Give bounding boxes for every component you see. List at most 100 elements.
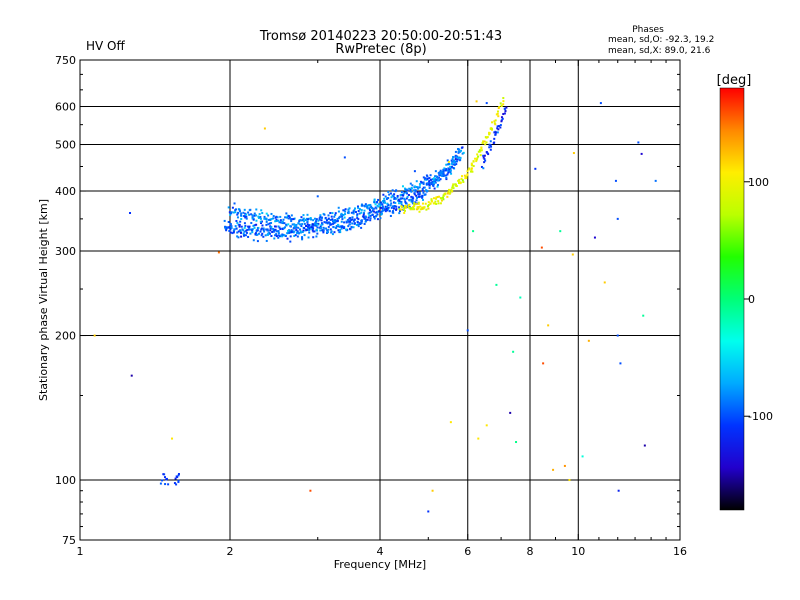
data-point — [484, 159, 487, 162]
data-point — [377, 198, 380, 201]
data-point — [336, 223, 339, 226]
data-point — [338, 231, 341, 234]
data-point — [171, 437, 174, 440]
data-point — [383, 207, 386, 210]
data-point — [496, 131, 499, 134]
data-point — [299, 231, 302, 234]
data-point — [452, 183, 455, 186]
data-point — [386, 208, 389, 211]
data-point — [483, 140, 486, 143]
y-axis-label: Stationary phase Virtual Height [km] — [37, 199, 50, 401]
data-point — [407, 205, 410, 208]
data-point — [446, 173, 449, 176]
data-point — [394, 197, 397, 200]
data-point — [244, 224, 247, 227]
data-point — [329, 212, 332, 215]
data-point — [458, 148, 461, 151]
data-point — [177, 474, 180, 477]
data-point — [306, 218, 309, 221]
data-point — [257, 216, 260, 219]
data-point — [410, 198, 413, 201]
data-point — [278, 221, 281, 224]
data-point — [410, 187, 413, 190]
data-point — [534, 167, 537, 170]
data-point — [426, 175, 429, 178]
data-point — [268, 222, 271, 225]
data-point — [480, 165, 483, 168]
data-point — [480, 147, 483, 150]
y-tick-label: 600 — [55, 101, 76, 114]
data-point — [263, 230, 266, 233]
data-point — [450, 189, 453, 192]
data-point — [177, 472, 180, 475]
data-point — [287, 217, 290, 220]
data-point — [434, 179, 437, 182]
data-point — [270, 212, 273, 215]
data-point — [603, 281, 606, 284]
data-point — [568, 479, 571, 482]
data-point — [93, 334, 96, 337]
data-point — [406, 206, 409, 209]
data-point — [466, 329, 469, 332]
data-point — [376, 218, 379, 221]
data-point — [380, 213, 383, 216]
data-point — [371, 213, 374, 216]
data-point — [488, 133, 491, 136]
data-point — [486, 136, 489, 139]
data-point — [446, 169, 449, 172]
y-tick-label: 500 — [55, 139, 76, 152]
data-point — [426, 177, 429, 180]
data-point — [411, 196, 414, 199]
data-point — [277, 234, 280, 237]
data-point — [429, 178, 432, 181]
data-point — [450, 165, 453, 168]
data-point — [358, 208, 361, 211]
data-point — [439, 169, 442, 172]
data-point — [499, 102, 502, 105]
data-point — [419, 180, 422, 183]
data-point — [417, 203, 420, 206]
data-point — [261, 212, 264, 215]
data-point — [509, 411, 512, 414]
data-point — [374, 215, 377, 218]
data-point — [229, 228, 232, 231]
data-point — [243, 208, 246, 211]
data-point — [452, 160, 455, 163]
data-point — [308, 227, 311, 230]
data-point — [485, 102, 488, 105]
data-point — [434, 200, 437, 203]
data-point — [343, 226, 346, 229]
data-point — [445, 176, 448, 179]
data-point — [342, 214, 345, 217]
data-point — [306, 225, 309, 228]
data-point — [384, 210, 387, 213]
data-point — [373, 215, 376, 218]
data-point — [448, 170, 451, 173]
data-point — [472, 230, 475, 233]
data-point — [231, 206, 234, 209]
data-point — [267, 223, 270, 226]
data-point — [372, 210, 375, 213]
data-point — [400, 201, 403, 204]
data-point — [493, 141, 496, 144]
data-point — [374, 211, 377, 214]
data-point — [386, 202, 389, 205]
data-point — [324, 227, 327, 230]
data-point — [294, 234, 297, 237]
data-point — [489, 148, 492, 151]
data-point — [369, 203, 372, 206]
data-point — [380, 210, 383, 213]
data-point — [341, 218, 344, 221]
data-point — [327, 228, 330, 231]
data-point — [253, 226, 256, 229]
data-point — [423, 178, 426, 181]
data-point — [335, 220, 338, 223]
data-point — [343, 216, 346, 219]
data-point — [237, 230, 240, 233]
data-point — [497, 125, 500, 128]
data-point — [466, 173, 469, 176]
data-point — [415, 185, 418, 188]
data-point — [462, 181, 465, 184]
data-point — [233, 228, 236, 231]
data-point — [485, 136, 488, 139]
